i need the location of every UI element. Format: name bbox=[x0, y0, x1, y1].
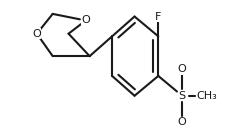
Text: O: O bbox=[81, 16, 90, 25]
Text: O: O bbox=[32, 29, 41, 39]
Text: F: F bbox=[155, 11, 162, 22]
Text: O: O bbox=[178, 64, 186, 74]
Text: S: S bbox=[179, 91, 186, 101]
Text: O: O bbox=[178, 117, 186, 127]
Text: CH₃: CH₃ bbox=[197, 91, 217, 101]
